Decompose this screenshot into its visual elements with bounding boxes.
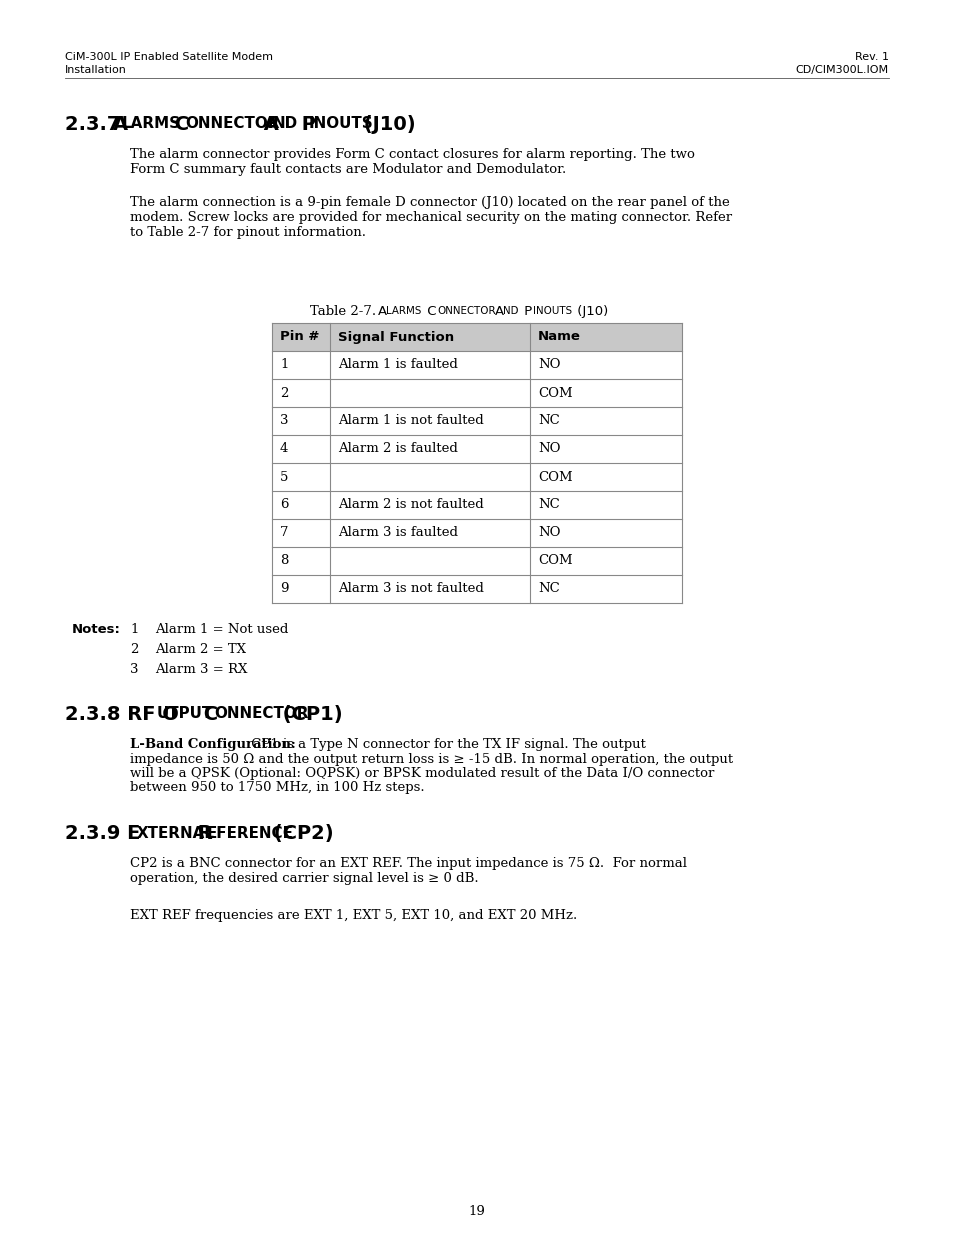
Text: ONNECTOR: ONNECTOR <box>436 306 496 316</box>
Text: impedance is 50 Ω and the output return loss is ≥ -15 dB. In normal operation, t: impedance is 50 Ω and the output return … <box>130 752 732 766</box>
Text: NC: NC <box>537 583 559 595</box>
Text: ONNECTOR: ONNECTOR <box>185 116 279 131</box>
Text: Alarm 2 is faulted: Alarm 2 is faulted <box>337 442 457 456</box>
Text: Alarm 1 is not faulted: Alarm 1 is not faulted <box>337 415 483 427</box>
Text: 3: 3 <box>280 415 288 427</box>
Text: Alarm 3 = RX: Alarm 3 = RX <box>154 663 247 676</box>
Text: Alarm 1 is faulted: Alarm 1 is faulted <box>337 358 457 372</box>
Text: NO: NO <box>537 442 560 456</box>
Text: CP1 is a Type N connector for the TX IF signal. The output: CP1 is a Type N connector for the TX IF … <box>247 739 645 751</box>
Text: 5: 5 <box>280 471 288 483</box>
Text: P: P <box>519 305 532 317</box>
Text: (CP1): (CP1) <box>275 705 342 724</box>
Text: INOUTS: INOUTS <box>309 116 374 131</box>
Text: INOUTS: INOUTS <box>533 306 572 316</box>
Text: (J10): (J10) <box>573 305 608 317</box>
Text: between 950 to 1750 MHz, in 100 Hz steps.: between 950 to 1750 MHz, in 100 Hz steps… <box>130 782 424 794</box>
Text: UTPUT: UTPUT <box>157 706 213 721</box>
Text: CiM-300L IP Enabled Satellite Modem: CiM-300L IP Enabled Satellite Modem <box>65 52 273 62</box>
Text: Alarm 1 = Not used: Alarm 1 = Not used <box>154 622 288 636</box>
Text: Rev. 1: Rev. 1 <box>854 52 888 62</box>
Text: 8: 8 <box>280 555 288 568</box>
Text: C: C <box>168 115 189 135</box>
Text: CP2 is a BNC connector for an EXT REF. The input impedance is 75 Ω.  For normal
: CP2 is a BNC connector for an EXT REF. T… <box>130 857 686 885</box>
Text: Alarm 3 is faulted: Alarm 3 is faulted <box>337 526 457 540</box>
Text: COM: COM <box>537 471 572 483</box>
Text: A: A <box>112 115 128 135</box>
Text: (J10): (J10) <box>356 115 416 135</box>
Text: 1: 1 <box>280 358 288 372</box>
Text: 2.3.7: 2.3.7 <box>65 115 127 135</box>
Text: LARMS: LARMS <box>386 306 421 316</box>
Text: C: C <box>422 305 436 317</box>
Text: NC: NC <box>537 499 559 511</box>
Text: Notes:: Notes: <box>71 622 121 636</box>
Text: P: P <box>294 115 315 135</box>
Text: Signal Function: Signal Function <box>337 331 454 343</box>
Text: COM: COM <box>537 387 572 399</box>
Text: NO: NO <box>537 526 560 540</box>
Text: XTERNAL: XTERNAL <box>137 825 214 841</box>
Text: Alarm 2 = TX: Alarm 2 = TX <box>154 643 246 656</box>
Text: will be a QPSK (Optional: OQPSK) or BPSK modulated result of the Data I/O connec: will be a QPSK (Optional: OQPSK) or BPSK… <box>130 767 714 781</box>
Text: (CP2): (CP2) <box>267 824 334 844</box>
Text: EXT REF frequencies are EXT 1, EXT 5, EXT 10, and EXT 20 MHz.: EXT REF frequencies are EXT 1, EXT 5, EX… <box>130 909 577 923</box>
Text: Name: Name <box>537 331 580 343</box>
Text: Pin #: Pin # <box>280 331 319 343</box>
Text: C: C <box>196 705 218 724</box>
Text: 2.3.9 E: 2.3.9 E <box>65 824 140 844</box>
Text: 2: 2 <box>130 643 138 656</box>
Text: Alarm 3 is not faulted: Alarm 3 is not faulted <box>337 583 483 595</box>
Text: 1: 1 <box>130 622 138 636</box>
Text: CD/CIM300L.IOM: CD/CIM300L.IOM <box>795 65 888 75</box>
Text: The alarm connection is a 9-pin female D connector (J10) located on the rear pan: The alarm connection is a 9-pin female D… <box>130 196 731 240</box>
Text: A: A <box>256 115 278 135</box>
Text: 3: 3 <box>130 663 138 676</box>
Text: LARMS: LARMS <box>122 116 181 131</box>
Text: 2.3.8 RF O: 2.3.8 RF O <box>65 705 179 724</box>
Text: 2: 2 <box>280 387 288 399</box>
Text: 9: 9 <box>280 583 288 595</box>
Text: 19: 19 <box>468 1205 485 1218</box>
Text: Table 2-7.: Table 2-7. <box>310 305 384 317</box>
Text: A: A <box>377 305 387 317</box>
Text: A: A <box>495 305 503 317</box>
Text: ND: ND <box>502 306 518 316</box>
Text: The alarm connector provides Form C contact closures for alarm reporting. The tw: The alarm connector provides Form C cont… <box>130 148 694 177</box>
Text: ND: ND <box>273 116 297 131</box>
Text: Alarm 2 is not faulted: Alarm 2 is not faulted <box>337 499 483 511</box>
Text: 6: 6 <box>280 499 288 511</box>
Text: ONNECTOR: ONNECTOR <box>213 706 308 721</box>
Text: NC: NC <box>537 415 559 427</box>
Text: 4: 4 <box>280 442 288 456</box>
Text: R: R <box>191 824 213 844</box>
Text: COM: COM <box>537 555 572 568</box>
Text: 7: 7 <box>280 526 288 540</box>
Text: NO: NO <box>537 358 560 372</box>
Text: EFERENCE: EFERENCE <box>207 825 294 841</box>
Bar <box>272 324 681 603</box>
Text: L-Band Configuration:: L-Band Configuration: <box>130 739 295 751</box>
Text: Installation: Installation <box>65 65 127 75</box>
Bar <box>272 324 681 351</box>
